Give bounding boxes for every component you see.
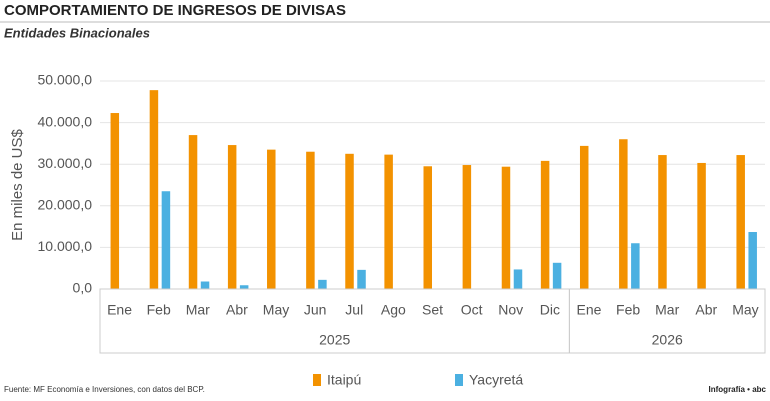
x-tick-label: Dic [540, 302, 560, 318]
x-tick-label: Set [422, 302, 443, 318]
bar [227, 145, 237, 289]
bar [631, 243, 640, 289]
y-tick-label: 20.000,0 [38, 197, 93, 213]
x-tick-label: Jun [304, 302, 327, 318]
bar [658, 155, 667, 289]
legend-label: Itaipú [327, 372, 361, 388]
x-tick-label: Mar [186, 302, 210, 318]
bar [423, 166, 432, 289]
x-tick-label: Ene [577, 302, 602, 318]
x-tick-label: Abr [695, 302, 717, 318]
x-tick-label: May [263, 302, 289, 318]
bar [345, 153, 354, 289]
x-tick-label: Oct [461, 302, 483, 318]
y-tick-label: 30.000,0 [38, 155, 93, 171]
bar [200, 281, 210, 289]
bar [149, 90, 159, 289]
bar [697, 162, 706, 289]
bar [513, 269, 523, 289]
x-tick-label: Abr [226, 302, 248, 318]
credit: Infografía • abc [709, 385, 767, 394]
group-label: 2026 [652, 332, 683, 348]
chart-subtitle: Entidades Binacionales [4, 25, 150, 40]
bar [501, 166, 511, 289]
bar [462, 165, 472, 289]
bar [384, 154, 393, 289]
x-tick-label: Feb [616, 302, 640, 318]
x-tick-label: May [732, 302, 758, 318]
bar [540, 160, 550, 289]
bar [161, 191, 171, 289]
bar [188, 135, 198, 289]
x-tick-label: Mar [655, 302, 679, 318]
legend-swatch [455, 374, 463, 386]
bar [736, 155, 745, 289]
bar [110, 113, 120, 289]
y-axis-label: En miles de US$ [9, 128, 26, 240]
bar [306, 151, 315, 289]
legend-label: Yacyretá [469, 372, 523, 388]
group-box [568, 288, 766, 354]
bar [267, 149, 276, 289]
x-tick-label: Ene [107, 302, 132, 318]
bar [552, 262, 562, 289]
y-tick-label: 50.000,0 [38, 72, 93, 88]
y-tick-label: 10.000,0 [38, 238, 93, 254]
bar [318, 279, 327, 289]
source: Fuente: MF Economía e Inversiones, con d… [4, 385, 205, 394]
group-label: 2025 [319, 332, 350, 348]
bar [619, 139, 628, 289]
x-tick-label: Nov [498, 302, 523, 318]
bar [357, 269, 366, 289]
bar [239, 285, 249, 289]
x-tick-label: Jul [345, 302, 363, 318]
x-tick-label: Feb [147, 302, 171, 318]
y-tick-label: 0,0 [73, 280, 93, 296]
y-tick-label: 40.000,0 [38, 113, 93, 129]
chart-title: COMPORTAMIENTO DE INGRESOS DE DIVISAS [4, 2, 346, 19]
x-tick-label: Ago [381, 302, 406, 318]
bar [748, 232, 757, 289]
legend-swatch [313, 374, 321, 386]
bar [579, 145, 589, 289]
